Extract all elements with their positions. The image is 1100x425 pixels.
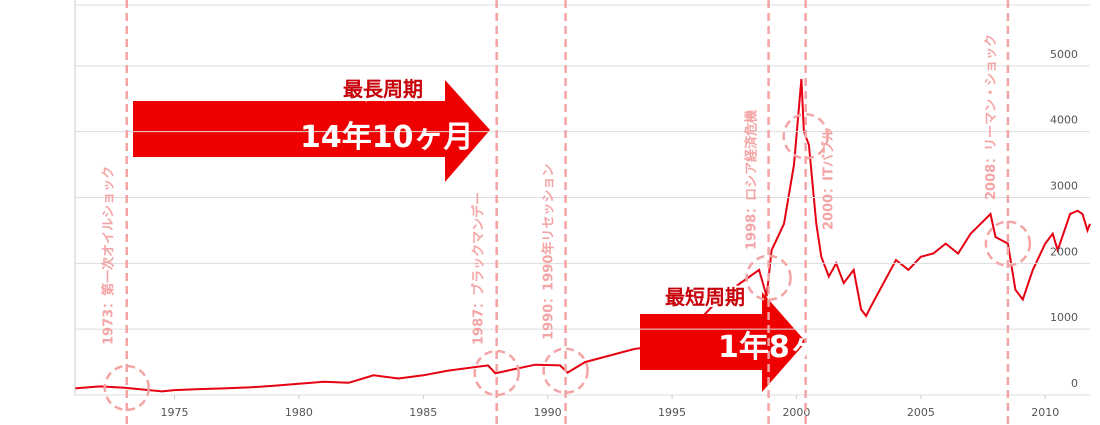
x-tick-label: 1975 — [161, 406, 189, 419]
x-tick-label: 2010 — [1031, 406, 1059, 419]
y-tick-label: 1000 — [1050, 311, 1078, 324]
annotation-heading: 最短周期 — [665, 285, 745, 309]
price-line — [74, 78, 1091, 393]
event-circle — [984, 220, 1032, 267]
y-tick-label: 3000 — [1050, 180, 1078, 193]
y-tick-label: 4000 — [1050, 114, 1078, 127]
y-tick-label: 0 — [1071, 377, 1078, 390]
event-label: 2008：リーマン・ショック — [984, 34, 999, 200]
x-tick-label: 1995 — [658, 406, 686, 419]
event-label: 2000：ITバブル — [821, 128, 837, 230]
event-circle — [745, 254, 792, 302]
x-tick-label: 1980 — [285, 406, 313, 419]
event-circle — [542, 347, 589, 394]
x-tick-label: 1990 — [534, 406, 562, 419]
annotation-heading: 最長周期 — [343, 77, 423, 101]
x-tick-label: 2005 — [907, 406, 935, 419]
event-circle — [473, 349, 520, 397]
annotation-text: 1年8ヶ月 — [718, 330, 850, 365]
event-label: 1973：第一次オイルショック — [101, 166, 117, 345]
y-tick-label: 2000 — [1050, 245, 1078, 258]
event-circle — [782, 113, 829, 160]
x-tick-label: 1985 — [409, 406, 437, 419]
longest-arrow — [133, 80, 490, 182]
event-circle — [103, 364, 150, 412]
annotation-text: 14年10ヶ月 — [300, 120, 474, 155]
event-label: 1987：ブラックマンデー — [471, 192, 487, 345]
event-label: 1998：ロシア経済危機 — [744, 110, 760, 250]
y-tick-label: 5000 — [1050, 48, 1078, 61]
event-label: 1990：1990年リセッション — [541, 164, 557, 340]
shortest-arrow — [640, 292, 806, 392]
x-tick-label: 2000 — [782, 406, 810, 419]
